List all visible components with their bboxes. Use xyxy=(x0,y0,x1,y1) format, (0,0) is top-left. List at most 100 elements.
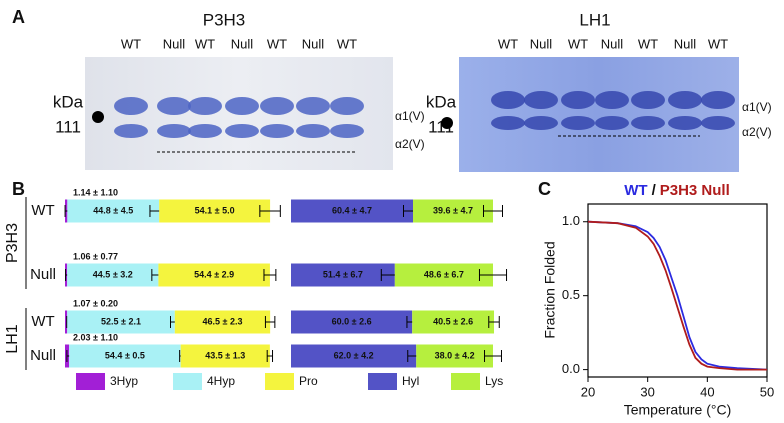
line-series xyxy=(587,220,768,371)
gel-band xyxy=(491,91,525,109)
band-label: α2(V) xyxy=(742,125,772,139)
bar-segment xyxy=(180,344,270,368)
lane-label: Null xyxy=(601,36,624,51)
legend-entry: P3H3 Null xyxy=(660,182,730,199)
gel-band xyxy=(561,91,595,109)
lane-label: Null xyxy=(530,36,553,51)
bar-segment xyxy=(67,310,175,334)
bar-segment xyxy=(416,344,493,368)
legend-swatch xyxy=(451,373,480,390)
bar-segment xyxy=(174,310,271,334)
plot-frame xyxy=(587,203,768,378)
value-label: 60.0 ± 2.6 xyxy=(332,316,372,326)
marker-dot xyxy=(92,111,104,123)
bar-segment xyxy=(67,263,159,287)
legend-swatch xyxy=(76,373,105,390)
value-label: 60.4 ± 4.7 xyxy=(332,205,372,215)
bar-segment xyxy=(394,263,493,287)
gel-band xyxy=(225,97,259,115)
value-label: 44.5 ± 3.2 xyxy=(93,269,133,279)
marker-label: 111 xyxy=(55,117,81,136)
lane-label: WT xyxy=(267,36,287,51)
value-label: 38.0 ± 4.2 xyxy=(435,350,475,360)
lane-label: Null xyxy=(674,36,697,51)
gel-title: P3H3 xyxy=(203,10,246,29)
row-label: Null xyxy=(30,266,56,283)
bar-segment xyxy=(291,344,417,368)
gel-band xyxy=(668,116,702,130)
lane-label: WT xyxy=(337,36,357,51)
value-label: 46.5 ± 2.3 xyxy=(202,316,242,326)
bar-segment xyxy=(413,199,493,223)
legend-label: Lys xyxy=(485,374,503,388)
lane-label: Null xyxy=(163,36,186,51)
row-label: WT xyxy=(31,313,54,330)
value-label: 1.06 ± 0.77 xyxy=(73,251,118,261)
y-tick-label: 0.0 xyxy=(562,361,580,376)
band-label: α1(V) xyxy=(395,109,425,123)
lane-label: WT xyxy=(195,36,215,51)
value-label: 1.07 ± 0.20 xyxy=(73,298,118,308)
lane-label: WT xyxy=(498,36,518,51)
unit-label: kDa xyxy=(426,92,457,111)
gel-band xyxy=(114,124,148,138)
value-label: 51.4 ± 6.7 xyxy=(323,269,363,279)
legend-label: Pro xyxy=(299,374,318,388)
legend-entry: WT xyxy=(624,182,647,199)
bar-segment xyxy=(158,263,270,287)
gel-band xyxy=(330,124,364,138)
gel-band xyxy=(668,91,702,109)
value-label: 52.5 ± 2.1 xyxy=(101,316,141,326)
gel-band xyxy=(260,124,294,138)
bar-segment xyxy=(291,263,395,287)
gel-band xyxy=(296,124,330,138)
bar-segment xyxy=(291,199,414,223)
gel-band xyxy=(524,91,558,109)
gel-image xyxy=(459,57,739,172)
value-label: 48.6 ± 6.7 xyxy=(424,269,464,279)
bar-segment xyxy=(412,310,495,334)
gel-band xyxy=(701,116,735,130)
legend-label: 3Hyp xyxy=(110,374,138,388)
panel-label: A xyxy=(12,7,25,27)
panel-label: B xyxy=(12,179,25,199)
value-label: 39.6 ± 4.7 xyxy=(433,205,473,215)
value-label: 62.0 ± 4.2 xyxy=(334,350,374,360)
row-label: Null xyxy=(30,347,56,364)
line-series xyxy=(587,220,767,371)
gel-band xyxy=(595,116,629,130)
value-label: 44.8 ± 4.5 xyxy=(93,205,133,215)
x-tick-label: 40 xyxy=(700,384,714,399)
y-tick-label: 1.0 xyxy=(562,213,580,228)
lane-label: WT xyxy=(638,36,658,51)
gel-band xyxy=(157,97,191,115)
legend-label: Hyl xyxy=(402,374,419,388)
lane-label: Null xyxy=(231,36,254,51)
gel-band xyxy=(595,91,629,109)
value-label: 54.1 ± 5.0 xyxy=(195,205,235,215)
panel-label: C xyxy=(538,179,551,199)
gel-band xyxy=(157,124,191,138)
gel-band xyxy=(260,97,294,115)
bar-segment xyxy=(291,310,413,334)
gel-band xyxy=(631,116,665,130)
band-label: α1(V) xyxy=(742,100,772,114)
x-tick-label: 50 xyxy=(760,384,774,399)
gel-band xyxy=(225,124,259,138)
gel-band xyxy=(631,91,665,109)
gel-band xyxy=(114,97,148,115)
value-label: 40.5 ± 2.6 xyxy=(433,316,473,326)
legend: WT / P3H3 Null xyxy=(624,182,730,199)
marker-dot xyxy=(441,117,453,129)
gel-band xyxy=(330,97,364,115)
lane-label: WT xyxy=(568,36,588,51)
gel-band xyxy=(524,116,558,130)
gel-title: LH1 xyxy=(579,10,610,29)
bar-segment xyxy=(65,310,68,334)
group-label: P3H3 xyxy=(4,223,21,263)
gel-band xyxy=(296,97,330,115)
gel-band xyxy=(561,116,595,130)
group-label: LH1 xyxy=(4,324,21,353)
y-tick-label: 0.5 xyxy=(562,287,580,302)
